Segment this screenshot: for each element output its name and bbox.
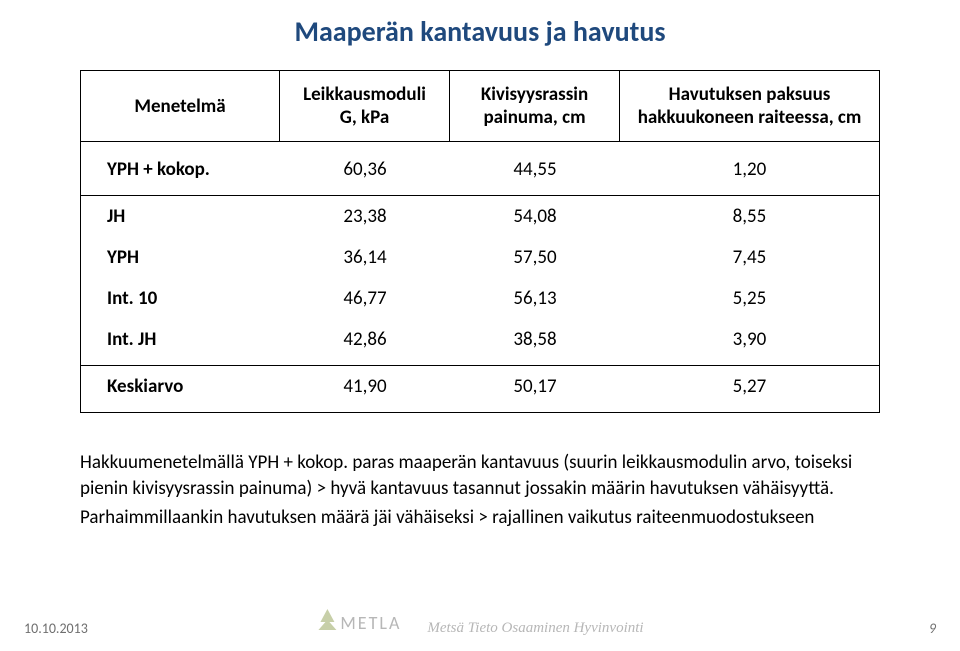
row-value: 36,14 <box>280 237 450 278</box>
page-title: Maaperän kantavuus ja havutus <box>0 14 960 49</box>
body-p2: Parhaimmillaankin havutuksen määrä jäi v… <box>80 505 880 531</box>
data-table: Menetelmä LeikkausmoduliG, kPa Kivisyysr… <box>80 70 880 413</box>
col-header-g: LeikkausmoduliG, kPa <box>280 70 450 142</box>
table-row: YPH + kokop.60,3644,551,20 <box>81 142 879 196</box>
row-value: 23,38 <box>280 196 450 238</box>
footer-tagline: Metsä Tieto Osaaminen Hyvinvointi <box>427 620 643 637</box>
col-header-method: Menetelmä <box>80 70 280 142</box>
body-paragraphs: Hakkuumenetelmällä YPH + kokop. paras ma… <box>80 450 880 535</box>
footer: 10.10.2013 METLA Metsä Tieto Osaaminen H… <box>0 607 960 637</box>
tree-icon <box>316 608 338 637</box>
row-value: 8,55 <box>620 196 879 238</box>
footer-date: 10.10.2013 <box>24 620 88 637</box>
table-row: Int. 1046,7756,135,25 <box>81 278 879 319</box>
row-label: JH <box>81 196 280 238</box>
row-value: 7,45 <box>620 237 879 278</box>
row-value: 42,86 <box>280 319 450 366</box>
row-label: YPH <box>81 237 280 278</box>
row-value: 44,55 <box>450 142 620 196</box>
col-header-havutus: Havutuksen paksuushakkuukoneen raiteessa… <box>620 70 880 142</box>
table-row: Int. JH42,8638,583,90 <box>81 319 879 366</box>
table-header-row: Menetelmä LeikkausmoduliG, kPa Kivisyysr… <box>80 70 880 142</box>
row-value: 54,08 <box>450 196 620 238</box>
slide: Maaperän kantavuus ja havutus Menetelmä … <box>0 0 960 651</box>
row-value: 41,90 <box>280 366 450 413</box>
row-value: 57,50 <box>450 237 620 278</box>
table-row: Keskiarvo41,9050,175,27 <box>81 366 879 413</box>
col-header-painuma: Kivisyysrassinpainuma, cm <box>450 70 620 142</box>
row-value: 5,25 <box>620 278 879 319</box>
body-p1: Hakkuumenetelmällä YPH + kokop. paras ma… <box>80 450 880 501</box>
row-value: 50,17 <box>450 366 620 413</box>
row-value: 1,20 <box>620 142 879 196</box>
metla-logo-text: METLA <box>340 612 401 634</box>
row-label: Int. JH <box>81 319 280 366</box>
metla-logo: METLA <box>316 608 401 637</box>
row-value: 3,90 <box>620 319 879 366</box>
table-row: JH23,3854,088,55 <box>81 196 879 238</box>
row-label: Int. 10 <box>81 278 280 319</box>
row-value: 5,27 <box>620 366 879 413</box>
row-value: 38,58 <box>450 319 620 366</box>
row-label: YPH + kokop. <box>81 142 280 196</box>
table-body: YPH + kokop.60,3644,551,20JH23,3854,088,… <box>80 142 880 413</box>
row-value: 56,13 <box>450 278 620 319</box>
footer-center: METLA Metsä Tieto Osaaminen Hyvinvointi <box>316 608 643 637</box>
row-value: 60,36 <box>280 142 450 196</box>
footer-page-number: 9 <box>929 620 936 637</box>
row-value: 46,77 <box>280 278 450 319</box>
table-row: YPH36,1457,507,45 <box>81 237 879 278</box>
row-label: Keskiarvo <box>81 366 280 413</box>
